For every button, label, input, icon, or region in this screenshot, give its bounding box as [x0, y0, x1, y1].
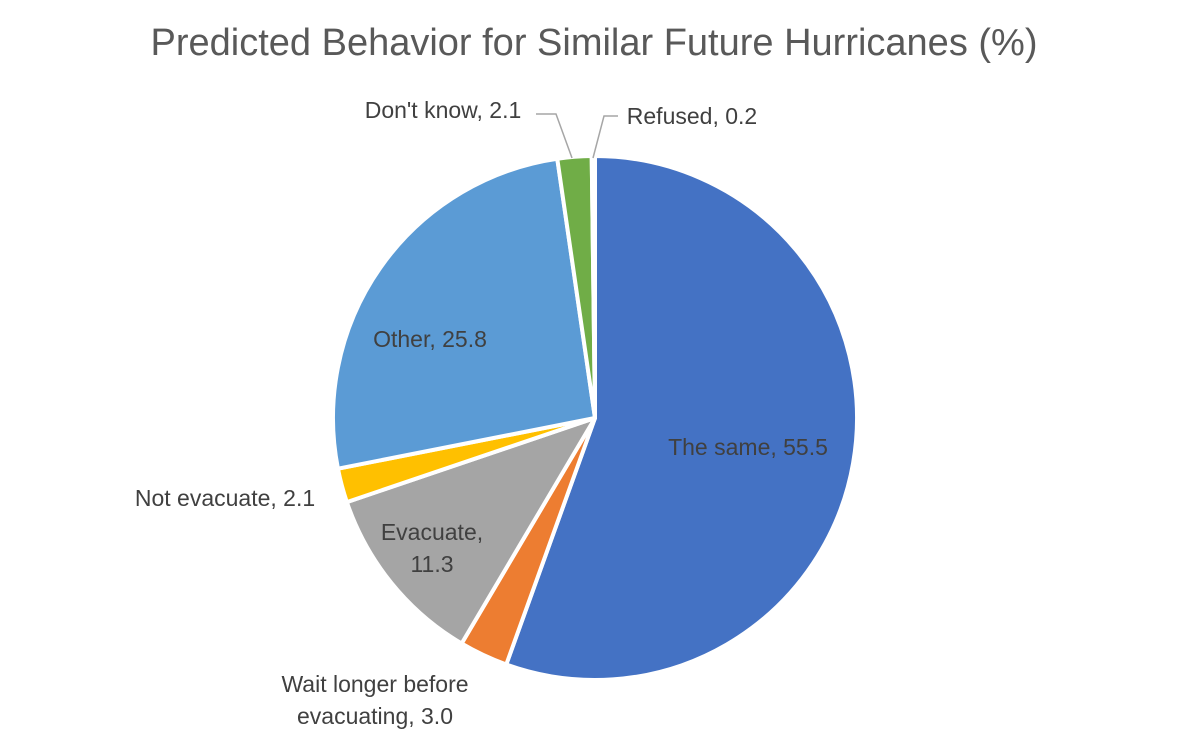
data-label-evacuate: Evacuate, 11.3 — [381, 519, 483, 577]
chart-title: Predicted Behavior for Similar Future Hu… — [150, 22, 1038, 64]
data-label-other: Other, 25.8 — [373, 326, 487, 352]
pie-slice-evacuate — [344, 416, 597, 646]
pie-slice-other — [331, 156, 597, 471]
data-label-wait-longer-before-evacuating: Wait longer before evacuating, 3.0 — [281, 671, 468, 729]
data-label-refused: Refused, 0.2 — [627, 103, 757, 129]
leader-line-don-t-know — [536, 113, 573, 159]
pie-slice-the-same — [504, 154, 859, 682]
leader-line-refused — [592, 115, 618, 159]
data-label-not-evacuate: Not evacuate, 2.1 — [135, 485, 315, 511]
data-label-don-t-know: Don't know, 2.1 — [365, 97, 522, 123]
data-label-the-same: The same, 55.5 — [668, 434, 828, 460]
